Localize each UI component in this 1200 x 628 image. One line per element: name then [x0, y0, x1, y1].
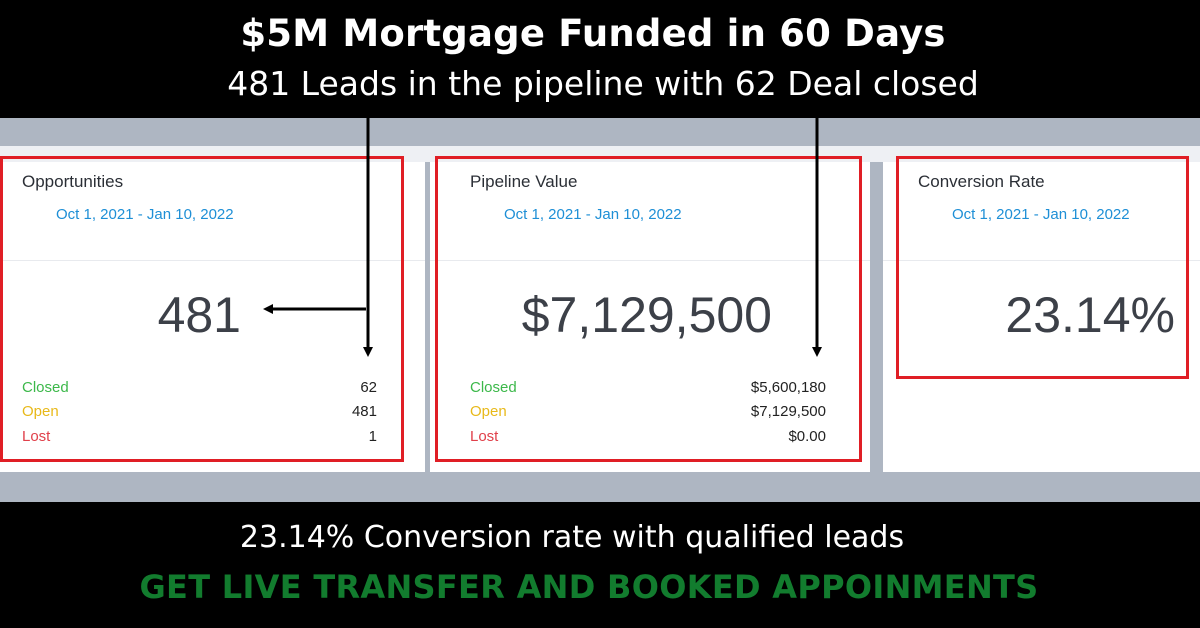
card-divider [883, 260, 1200, 261]
closed-label: Closed [22, 379, 69, 396]
open-label: Open [22, 403, 59, 420]
conversion-rate-value: 23.14% [1005, 287, 1175, 343]
closed-amount: $5,600,180 [750, 379, 826, 396]
card-divider [0, 260, 425, 261]
conversion-rate-card: Conversion Rate Oct 1, 2021 - Jan 10, 20… [883, 162, 1200, 472]
pipeline-value-title: Pipeline Value [470, 172, 578, 191]
conversion-caption: 23.14% Conversion rate with qualified le… [239, 520, 905, 555]
pipeline-value-amount: $7,129,500 [521, 287, 772, 343]
lost-label: Lost [470, 428, 499, 445]
dashboard: Opportunities Oct 1, 2021 - Jan 10, 2022… [0, 118, 1200, 502]
conversion-rate-date-range[interactable]: Oct 1, 2021 - Jan 10, 2022 [952, 206, 1130, 223]
opportunities-date-range[interactable]: Oct 1, 2021 - Jan 10, 2022 [56, 206, 234, 223]
closed-count: 62 [360, 379, 377, 396]
conversion-rate-highlight-box [896, 156, 1189, 379]
card-divider [430, 260, 870, 261]
conversion-rate-title: Conversion Rate [918, 172, 1045, 191]
headline: $5M Mortgage Funded in 60 Days [240, 12, 946, 55]
pipeline-value-date-range[interactable]: Oct 1, 2021 - Jan 10, 2022 [504, 206, 682, 223]
open-count: 481 [351, 403, 377, 420]
lost-count: 1 [368, 428, 377, 445]
open-label: Open [470, 403, 507, 420]
opportunities-value: 481 [157, 287, 241, 343]
bottom-banner: 23.14% Conversion rate with qualified le… [0, 502, 1200, 628]
pipeline-value-card: Pipeline Value Oct 1, 2021 - Jan 10, 202… [430, 162, 870, 472]
opportunities-card: Opportunities Oct 1, 2021 - Jan 10, 2022… [0, 162, 425, 472]
opportunities-title: Opportunities [22, 172, 124, 191]
pipeline-value-highlight-box [435, 156, 862, 462]
cta-text: GET LIVE TRANSFER AND BOOKED APPOINMENTS [139, 568, 1039, 606]
top-banner: $5M Mortgage Funded in 60 Days 481 Leads… [0, 0, 1200, 118]
lost-amount: $0.00 [788, 428, 826, 445]
open-amount: $7,129,500 [750, 403, 826, 420]
subheadline: 481 Leads in the pipeline with 62 Deal c… [227, 64, 979, 103]
lost-label: Lost [22, 428, 51, 445]
closed-label: Closed [470, 379, 517, 396]
opportunities-highlight-box [0, 156, 404, 462]
